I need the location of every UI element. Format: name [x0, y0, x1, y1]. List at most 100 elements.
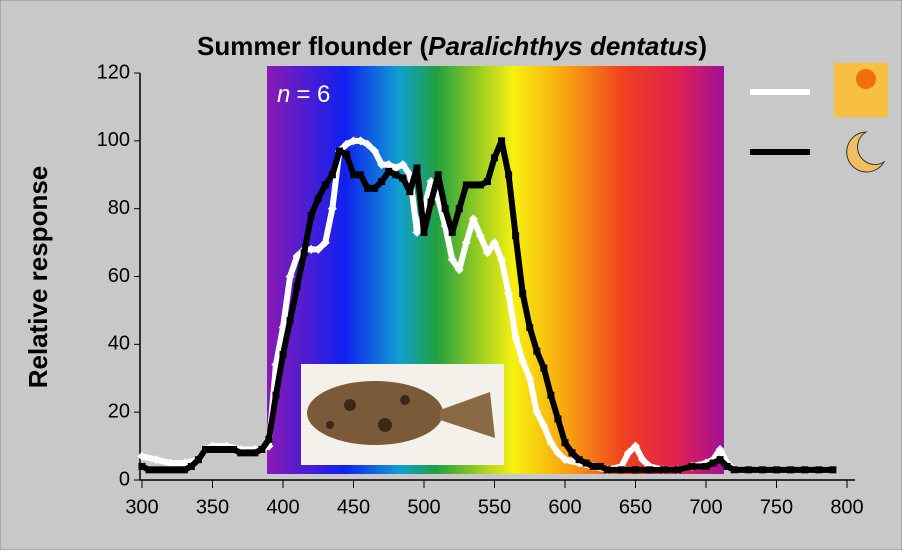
y-tick-label: 0	[119, 468, 130, 490]
data-point	[406, 188, 414, 196]
data-point	[505, 171, 513, 179]
data-point	[293, 283, 301, 291]
data-point	[603, 466, 611, 474]
data-point	[209, 445, 216, 453]
data-point	[357, 171, 365, 179]
data-point	[321, 181, 329, 189]
data-point	[306, 244, 316, 254]
data-point	[173, 466, 181, 474]
y-tick-label: 120	[97, 61, 130, 83]
data-point	[201, 445, 209, 453]
data-point	[356, 136, 366, 146]
data-point	[398, 160, 408, 170]
data-point	[265, 435, 273, 443]
sun-icon	[856, 69, 876, 89]
data-point	[744, 466, 752, 474]
data-point	[420, 228, 428, 236]
data-point	[468, 214, 478, 224]
x-tick-label: 400	[266, 496, 299, 518]
data-point	[631, 441, 640, 451]
data-point	[244, 449, 252, 457]
x-tick-label: 750	[760, 496, 793, 518]
y-tick-label: 80	[108, 197, 130, 219]
title-part: )	[698, 31, 707, 61]
x-tick-label: 300	[125, 496, 158, 518]
data-point	[392, 171, 400, 179]
x-tick-label: 350	[196, 496, 229, 518]
data-point	[525, 373, 535, 383]
data-point	[730, 466, 738, 474]
data-point	[512, 232, 520, 240]
data-point	[540, 364, 548, 372]
data-point	[187, 462, 195, 470]
data-point	[151, 455, 161, 465]
data-point	[475, 231, 485, 241]
data-point	[194, 456, 202, 464]
data-point	[511, 333, 521, 343]
data-point	[715, 444, 725, 454]
data-point	[138, 462, 146, 470]
data-point	[427, 198, 435, 206]
data-point	[455, 205, 463, 213]
y-tick-label: 20	[108, 400, 130, 422]
data-point	[441, 205, 449, 213]
data-point	[137, 451, 147, 461]
data-point	[152, 466, 160, 474]
data-point	[307, 211, 315, 219]
data-point	[596, 462, 604, 470]
data-point	[313, 244, 323, 254]
data-point	[787, 466, 795, 474]
data-point	[476, 181, 484, 189]
data-point	[413, 164, 421, 172]
data-point	[709, 459, 717, 467]
data-point	[553, 448, 563, 458]
x-tick-label: 450	[337, 496, 370, 518]
y-tick-label: 60	[108, 265, 130, 287]
data-point	[258, 445, 266, 453]
data-point	[300, 249, 308, 257]
data-point	[526, 323, 534, 331]
data-point	[327, 204, 337, 214]
data-point	[801, 466, 809, 474]
data-point	[532, 407, 542, 417]
data-point	[391, 163, 401, 173]
y-axis-label: Relative response	[23, 166, 53, 389]
data-point	[716, 456, 724, 464]
data-point	[518, 356, 528, 366]
data-point	[385, 167, 393, 175]
data-point	[461, 238, 471, 248]
data-point	[377, 160, 387, 170]
data-point	[279, 351, 287, 359]
data-point	[328, 171, 336, 179]
data-point	[575, 456, 583, 464]
x-tick-label: 600	[548, 496, 581, 518]
data-point	[519, 289, 527, 297]
data-point	[546, 438, 556, 448]
x-tick-label: 800	[830, 496, 863, 518]
moon-icon	[846, 131, 886, 173]
data-point	[364, 184, 372, 192]
data-point	[230, 445, 238, 453]
y-tick-label: 40	[108, 333, 130, 355]
data-point	[349, 136, 358, 146]
data-point	[482, 248, 492, 258]
data-point	[623, 448, 633, 458]
data-point	[335, 147, 343, 155]
legend	[750, 63, 888, 173]
data-point	[561, 439, 569, 447]
annotation-part: n	[277, 81, 290, 108]
data-point	[533, 347, 541, 355]
data-point	[638, 455, 648, 465]
data-point	[490, 238, 499, 248]
data-point	[286, 317, 294, 325]
data-point	[815, 466, 823, 474]
data-point	[371, 184, 379, 192]
title-part: Paralichthys dentatus	[428, 31, 698, 61]
data-point	[363, 139, 373, 149]
data-point	[498, 137, 506, 145]
data-point	[434, 171, 442, 179]
data-point	[272, 391, 280, 399]
data-point	[688, 462, 696, 470]
data-point	[447, 255, 457, 265]
data-point	[180, 466, 188, 474]
